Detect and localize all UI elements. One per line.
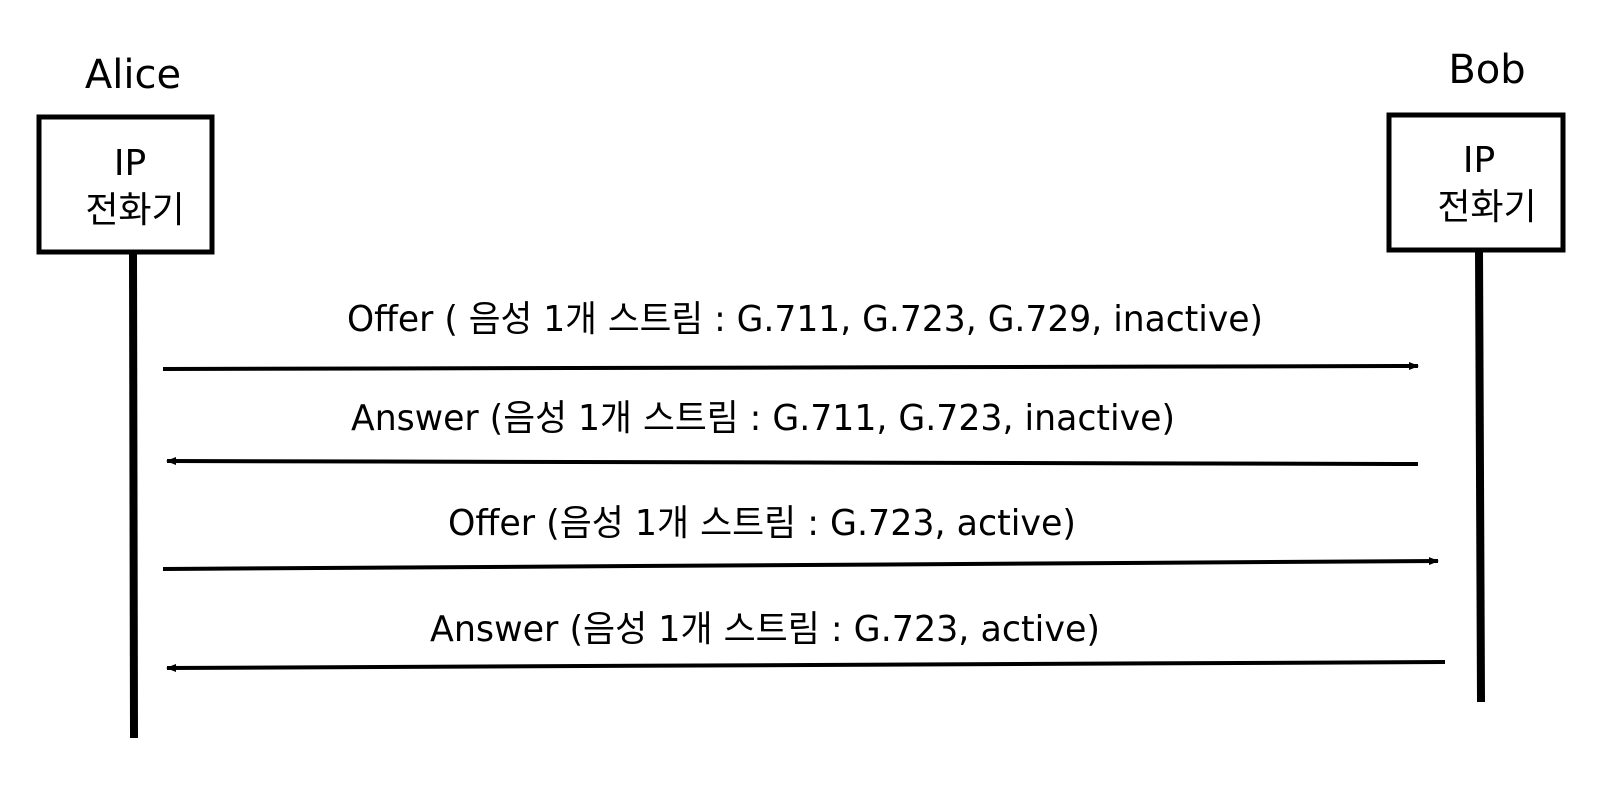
- message-label-3: Offer (음성 1개 스트림 : G.723, active): [448, 503, 1076, 544]
- device-label-alice-line1: IP: [114, 143, 146, 184]
- message-arrow-4: [166, 660, 1446, 672]
- lifeline-alice: [129, 251, 138, 739]
- message-arrow-1: [162, 362, 1419, 371]
- message-label-4: Answer (음성 1개 스트림 : G.723, active): [430, 609, 1100, 650]
- participant-name-bob: Bob: [1448, 47, 1525, 93]
- message-arrow-3: [162, 557, 1439, 571]
- device-label-alice-line2: 전화기: [85, 190, 184, 231]
- message-label-2: Answer (음성 1개 스트림 : G.711, G.723, inacti…: [351, 398, 1175, 439]
- device-label-bob-line1: IP: [1463, 140, 1495, 181]
- message-label-1: Offer ( 음성 1개 스트림 : G.711, G.723, G.729,…: [347, 299, 1263, 340]
- device-box-alice: [36, 114, 215, 255]
- participant-name-alice: Alice: [85, 52, 181, 98]
- device-label-bob-line2: 전화기: [1437, 187, 1536, 228]
- message-arrow-2: [166, 457, 1419, 466]
- lifeline-bob: [1475, 249, 1485, 703]
- device-box-bob: [1386, 112, 1566, 253]
